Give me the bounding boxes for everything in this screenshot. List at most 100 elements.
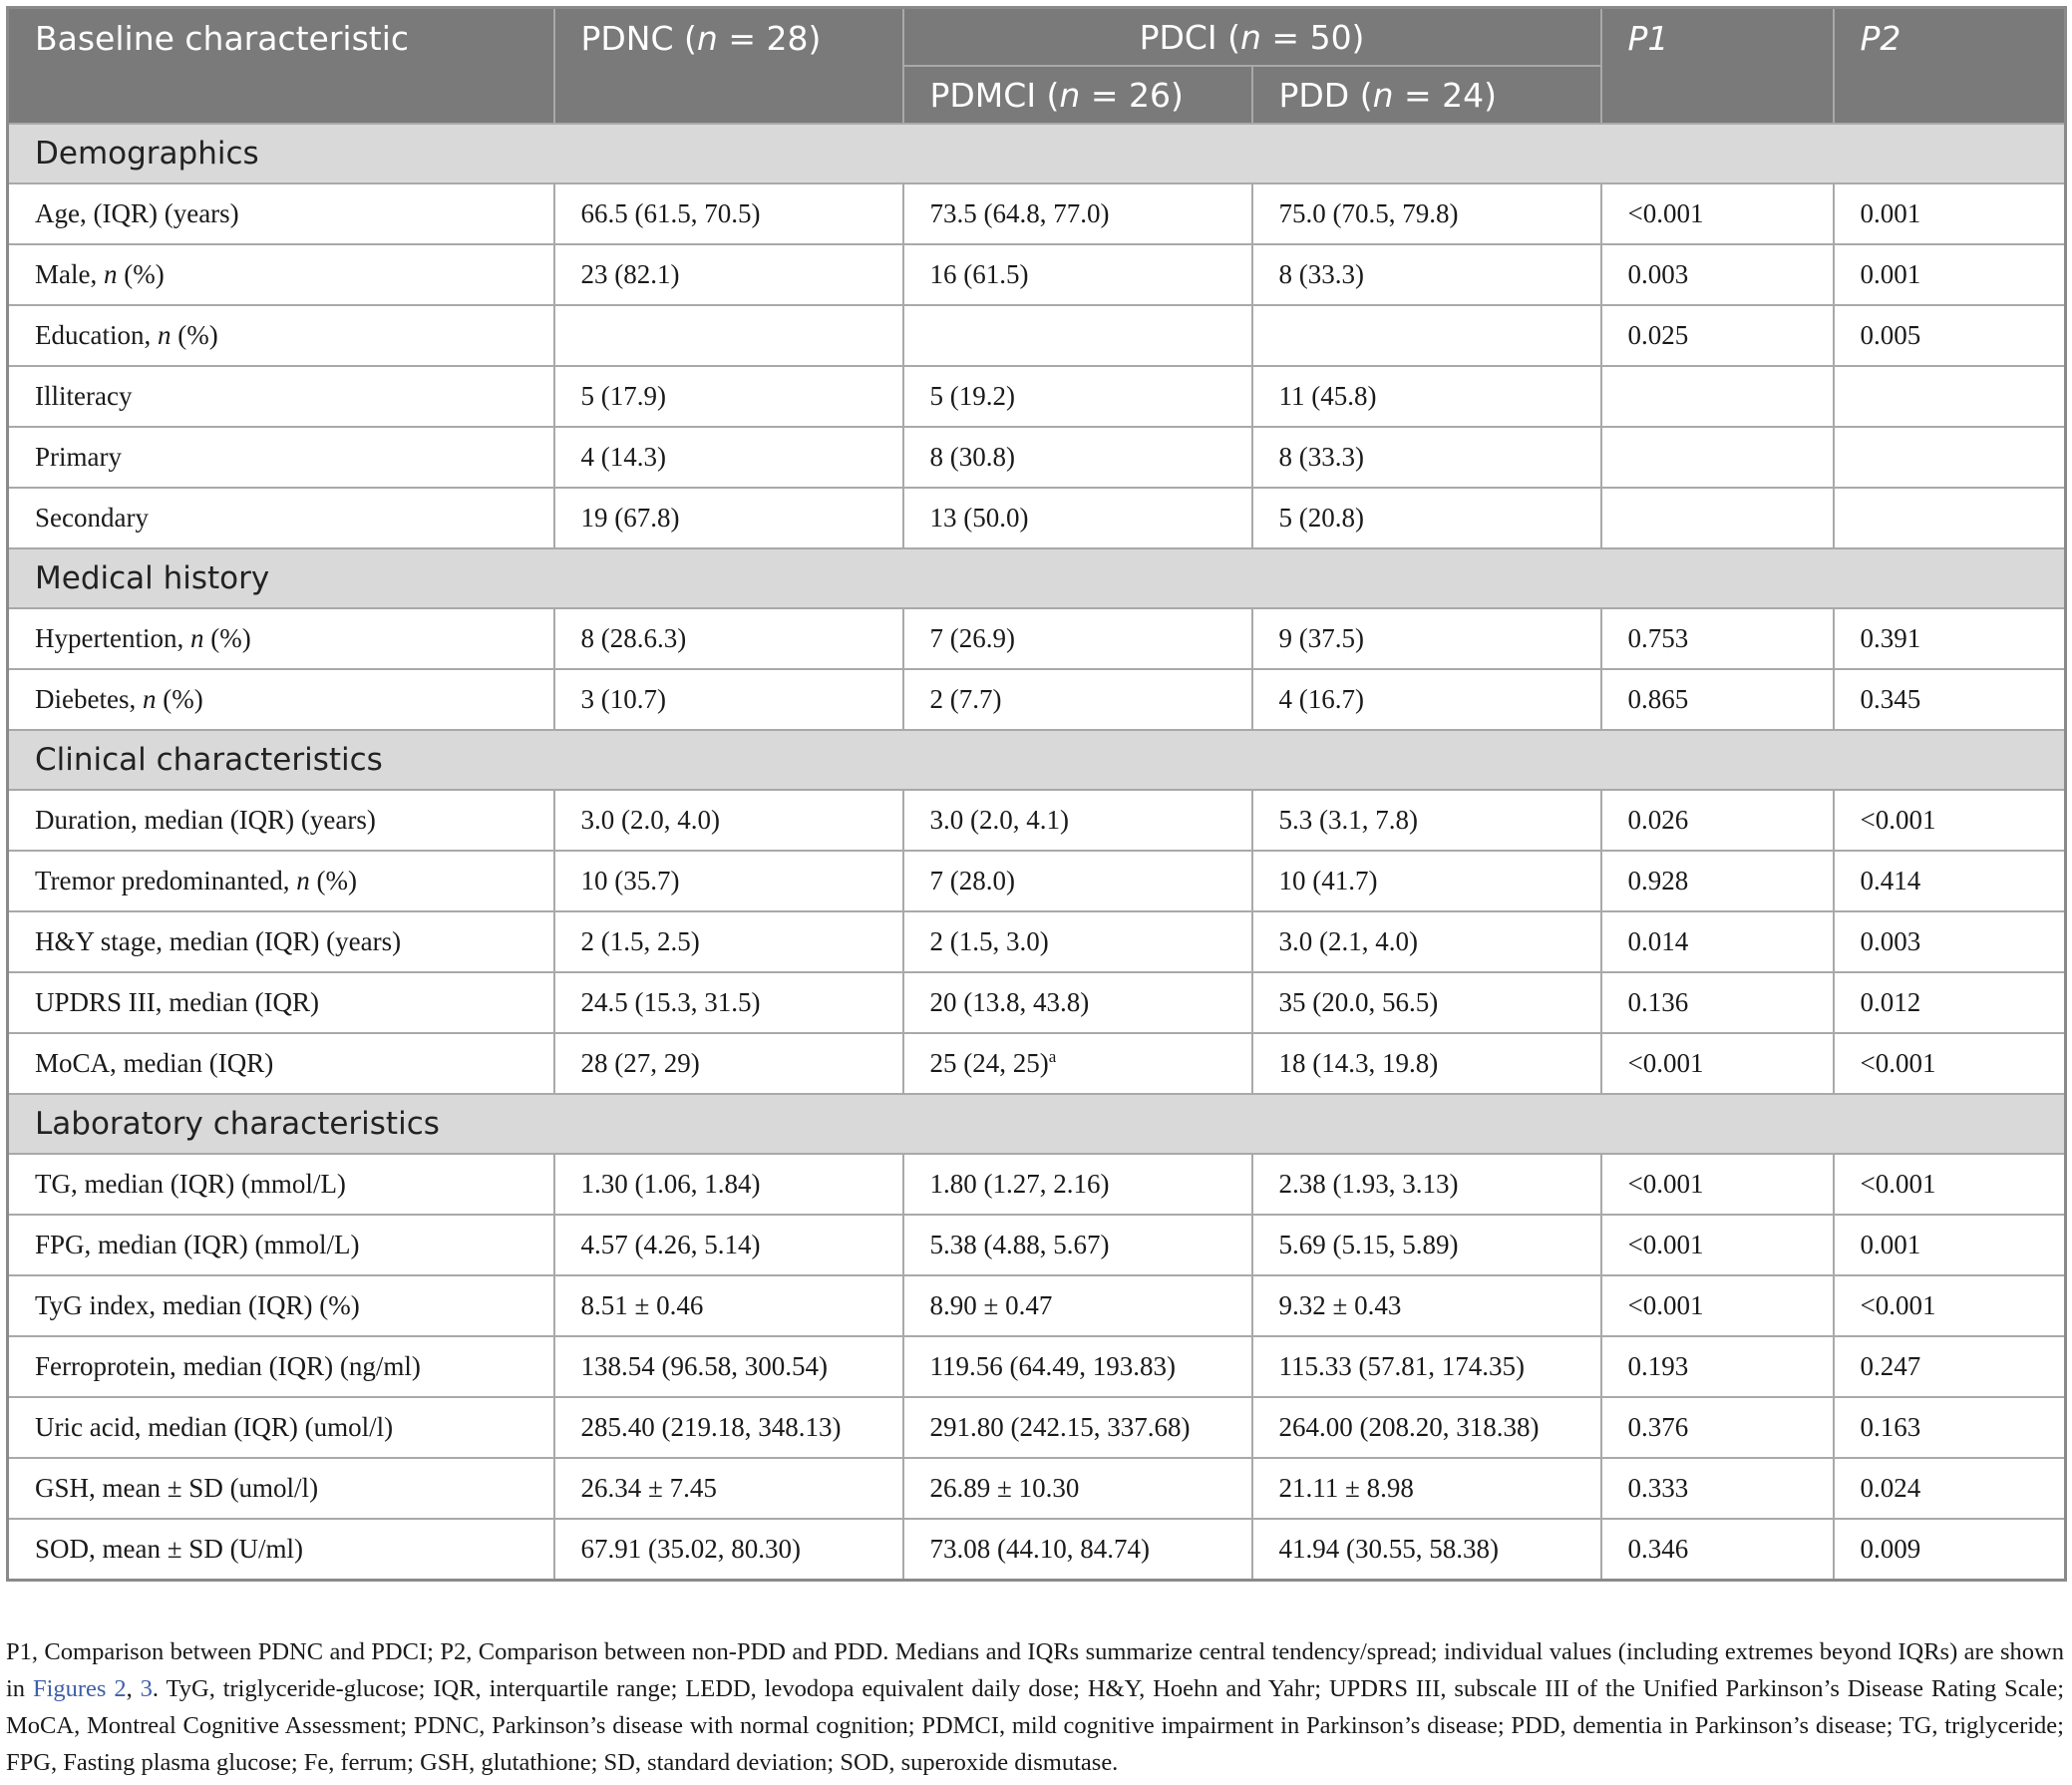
cell-p2: 0.345: [1832, 668, 2067, 731]
cell-p1: 0.136: [1599, 971, 1835, 1034]
table-row: Secondary 19 (67.8) 13 (50.0) 5 (20.8): [6, 487, 2067, 549]
table-row: Tremor predominanted, n (%) 10 (35.7) 7 …: [6, 850, 2067, 912]
row-label: Male, n (%): [6, 243, 555, 306]
cell-pdd: 5.3 (3.1, 7.8): [1250, 789, 1602, 852]
row-label: Uric acid, median (IQR) (umol/l): [6, 1396, 555, 1459]
section-row-medical-history: Medical history: [6, 547, 2067, 609]
cell-p1: [1599, 426, 1835, 489]
cell-p2: <0.001: [1832, 789, 2067, 852]
section-row-clinical: Clinical characteristics: [6, 729, 2067, 791]
cell-pdd: 5.69 (5.15, 5.89): [1250, 1214, 1602, 1276]
row-label: Education, n (%): [6, 304, 555, 367]
header-p2: P2: [1832, 6, 2067, 125]
table-row: GSH, mean ± SD (umol/l) 26.34 ± 7.45 26.…: [6, 1457, 2067, 1520]
cell-pdnc: 3 (10.7): [552, 668, 904, 731]
row-label: TyG index, median (IQR) (%): [6, 1274, 555, 1337]
figures-link[interactable]: Figures 2: [32, 1675, 127, 1702]
cell-p1: [1599, 365, 1835, 428]
cell-p2: [1832, 487, 2067, 549]
cell-p2: 0.005: [1832, 304, 2067, 367]
cell-p2: [1832, 365, 2067, 428]
cell-pdnc: 4.57 (4.26, 5.14): [552, 1214, 904, 1276]
cell-p1: <0.001: [1599, 1032, 1835, 1095]
table-row: Education, n (%) 0.025 0.005: [6, 304, 2067, 367]
cell-pdd: 10 (41.7): [1250, 850, 1602, 912]
cell-p2: 0.001: [1832, 1214, 2067, 1276]
row-label: Illiteracy: [6, 365, 555, 428]
cell-pdmci: [901, 304, 1253, 367]
cell-p2: [1832, 426, 2067, 489]
cell-pdmci: 73.08 (44.10, 84.74): [901, 1518, 1253, 1582]
cell-p1: 0.376: [1599, 1396, 1835, 1459]
row-label: Duration, median (IQR) (years): [6, 789, 555, 852]
cell-pdmci: 16 (61.5): [901, 243, 1253, 306]
cell-pdd: [1250, 304, 1602, 367]
section-row-demographics: Demographics: [6, 123, 2067, 184]
cell-pdnc: 8 (28.6.3): [552, 607, 904, 670]
header-pdd: PDD (n = 24): [1250, 65, 1602, 125]
cell-p1: 0.865: [1599, 668, 1835, 731]
table-row: Age, (IQR) (years) 66.5 (61.5, 70.5) 73.…: [6, 182, 2067, 245]
row-label: Tremor predominanted, n (%): [6, 850, 555, 912]
cell-p2: <0.001: [1832, 1274, 2067, 1337]
cell-pdmci: 2 (7.7): [901, 668, 1253, 731]
table-row: Uric acid, median (IQR) (umol/l) 285.40 …: [6, 1396, 2067, 1459]
table-row: Ferroprotein, median (IQR) (ng/ml) 138.5…: [6, 1335, 2067, 1398]
table-row: Male, n (%) 23 (82.1) 16 (61.5) 8 (33.3)…: [6, 243, 2067, 306]
cell-pdnc: 10 (35.7): [552, 850, 904, 912]
row-label: TG, median (IQR) (mmol/L): [6, 1153, 555, 1216]
table-row: Diebetes, n (%) 3 (10.7) 2 (7.7) 4 (16.7…: [6, 668, 2067, 731]
cell-p1: 0.346: [1599, 1518, 1835, 1582]
cell-pdmci: 20 (13.8, 43.8): [901, 971, 1253, 1034]
cell-p2: 0.012: [1832, 971, 2067, 1034]
cell-pdnc: 5 (17.9): [552, 365, 904, 428]
cell-pdmci: 7 (28.0): [901, 850, 1253, 912]
table-footnote: P1, Comparison between PDNC and PDCI; P2…: [6, 1638, 2064, 1776]
cell-pdnc: 1.30 (1.06, 1.84): [552, 1153, 904, 1216]
cell-pdnc: 23 (82.1): [552, 243, 904, 306]
cell-pdmci: 8.90 ± 0.47: [901, 1274, 1253, 1337]
cell-pdd: 5 (20.8): [1250, 487, 1602, 549]
footnote-marker: a: [1048, 1047, 1057, 1066]
cell-p1: 0.928: [1599, 850, 1835, 912]
table-row: TG, median (IQR) (mmol/L) 1.30 (1.06, 1.…: [6, 1153, 2067, 1216]
cell-pdd: 3.0 (2.1, 4.0): [1250, 910, 1602, 973]
cell-p1: 0.025: [1599, 304, 1835, 367]
cell-pdd: 2.38 (1.93, 3.13): [1250, 1153, 1602, 1216]
table-row: TyG index, median (IQR) (%) 8.51 ± 0.46 …: [6, 1274, 2067, 1337]
cell-p1: <0.001: [1599, 1214, 1835, 1276]
cell-p2: 0.009: [1832, 1518, 2067, 1582]
cell-p2: 0.414: [1832, 850, 2067, 912]
row-label: Hypertention, n (%): [6, 607, 555, 670]
table-row: Hypertention, n (%) 8 (28.6.3) 7 (26.9) …: [6, 607, 2067, 670]
cell-pdnc: 4 (14.3): [552, 426, 904, 489]
cell-pdd: 41.94 (30.55, 58.38): [1250, 1518, 1602, 1582]
table-row: MoCA, median (IQR) 28 (27, 29) 25 (24, 2…: [6, 1032, 2067, 1095]
table-container: Baseline characteristic PDNC (n = 28) PD…: [6, 6, 2067, 1582]
cell-pdnc: 67.91 (35.02, 80.30): [552, 1518, 904, 1582]
table-row: H&Y stage, median (IQR) (years) 2 (1.5, …: [6, 910, 2067, 973]
table-row: Primary 4 (14.3) 8 (30.8) 8 (33.3): [6, 426, 2067, 489]
cell-p2: 0.003: [1832, 910, 2067, 973]
cell-p2: <0.001: [1832, 1032, 2067, 1095]
cell-p1: 0.753: [1599, 607, 1835, 670]
cell-pdmci: 5.38 (4.88, 5.67): [901, 1214, 1253, 1276]
cell-pdmci: 73.5 (64.8, 77.0): [901, 182, 1253, 245]
figure-3-link[interactable]: 3: [140, 1675, 153, 1702]
cell-p2: 0.001: [1832, 182, 2067, 245]
section-title: Demographics: [6, 123, 2067, 184]
table-row: Duration, median (IQR) (years) 3.0 (2.0,…: [6, 789, 2067, 852]
cell-pdnc: [552, 304, 904, 367]
table-row: FPG, median (IQR) (mmol/L) 4.57 (4.26, 5…: [6, 1214, 2067, 1276]
cell-pdnc: 19 (67.8): [552, 487, 904, 549]
cell-pdnc: 138.54 (96.58, 300.54): [552, 1335, 904, 1398]
cell-p1: <0.001: [1599, 182, 1835, 245]
header-baseline: Baseline characteristic: [6, 6, 555, 125]
cell-pdd: 75.0 (70.5, 79.8): [1250, 182, 1602, 245]
cell-pdmci: 5 (19.2): [901, 365, 1253, 428]
baseline-table: Baseline characteristic PDNC (n = 28) PD…: [6, 6, 2067, 1582]
cell-pdmci: 25 (24, 25)a: [901, 1032, 1253, 1095]
row-label: Primary: [6, 426, 555, 489]
header-pdmci: PDMCI (n = 26): [901, 65, 1253, 125]
row-label: Diebetes, n (%): [6, 668, 555, 731]
